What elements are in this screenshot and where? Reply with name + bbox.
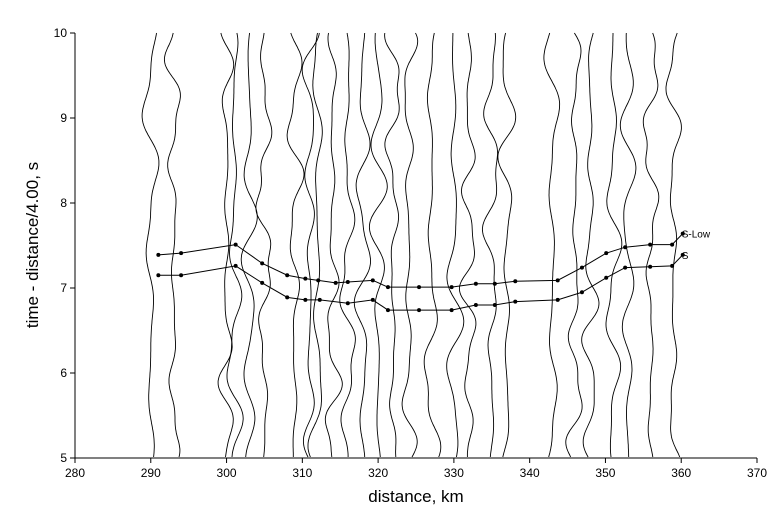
pick-point: [370, 278, 375, 283]
trace: [368, 32, 388, 458]
pick-point: [316, 278, 321, 283]
trace: [255, 32, 273, 458]
trace: [286, 32, 305, 457]
pick-point: [670, 242, 675, 247]
pick-point: [417, 285, 422, 290]
pick-point: [303, 276, 308, 281]
pick-point: [417, 308, 422, 313]
pick-point: [385, 285, 390, 290]
pick-point: [623, 265, 628, 270]
pick-point: [680, 231, 685, 236]
trace: [565, 32, 583, 458]
x-tick-label: 340: [520, 466, 540, 480]
trace: [353, 32, 371, 458]
y-tick-label: 8: [60, 196, 67, 210]
pick-point: [345, 301, 350, 306]
y-tick-label: 10: [54, 26, 68, 40]
trace: [339, 32, 356, 457]
pick-point: [604, 275, 609, 280]
y-tick-label: 7: [60, 281, 67, 295]
trace: [481, 32, 499, 458]
y-tick-label: 6: [60, 366, 67, 380]
pick-point: [555, 278, 560, 283]
pick-point: [680, 252, 685, 257]
trace: [619, 32, 637, 458]
pick-point: [233, 242, 238, 247]
pick-point: [579, 265, 584, 270]
x-tick-label: 300: [217, 466, 237, 480]
y-tick-label: 5: [60, 451, 67, 465]
pick-point: [385, 308, 390, 313]
x-tick-label: 320: [368, 466, 388, 480]
pick-point: [513, 299, 518, 304]
x-tick-label: 280: [65, 466, 85, 480]
pick-point: [449, 308, 454, 313]
pick-line: [158, 254, 684, 311]
pick-point: [303, 297, 308, 302]
pick-point: [156, 273, 161, 278]
trace: [581, 32, 600, 458]
trace: [240, 32, 258, 458]
pick-point: [492, 281, 497, 286]
y-axis-label: time - distance/4.00, s: [23, 162, 42, 328]
trace: [384, 32, 400, 458]
trace: [301, 32, 320, 458]
x-tick-label: 360: [671, 466, 691, 480]
y-tick-label: 9: [60, 111, 67, 125]
pick-point: [492, 303, 497, 307]
trace: [497, 32, 517, 458]
pick-point: [449, 285, 454, 290]
pick-point: [317, 297, 322, 302]
series-label: S-Low: [682, 230, 711, 241]
pick-point: [179, 251, 184, 256]
trace: [307, 32, 323, 458]
pick-point: [333, 280, 338, 285]
trace: [163, 32, 181, 458]
x-tick-label: 310: [292, 466, 312, 480]
trace: [423, 32, 442, 458]
trace: [543, 32, 561, 458]
trace: [665, 32, 682, 458]
x-axis-label: distance, km: [368, 487, 463, 506]
trace: [401, 32, 419, 458]
trace: [141, 32, 160, 458]
x-tick-label: 370: [747, 466, 767, 480]
pick-point: [623, 245, 628, 250]
pick-point: [345, 280, 350, 285]
pick-point: [233, 263, 238, 268]
pick-point: [285, 295, 290, 300]
pick-point: [648, 264, 653, 269]
pick-point: [513, 279, 518, 284]
trace: [446, 33, 465, 458]
pick-point: [604, 251, 609, 256]
pick-point: [473, 303, 478, 307]
pick-point: [179, 273, 184, 278]
pick-point: [156, 252, 161, 257]
pick-point: [670, 263, 675, 268]
x-tick-label: 330: [444, 466, 464, 480]
series-label: S: [682, 251, 689, 262]
pick-point: [579, 290, 584, 295]
pick-point: [555, 297, 560, 302]
trace: [458, 32, 477, 457]
x-tick-label: 290: [141, 466, 161, 480]
pick-point: [370, 297, 375, 302]
trace: [605, 33, 623, 458]
pick-point: [473, 281, 478, 286]
trace: [217, 32, 235, 458]
pick-point: [260, 280, 265, 285]
trace: [324, 32, 343, 458]
pick-point: [260, 261, 265, 266]
x-tick-label: 350: [595, 466, 615, 480]
pick-point: [648, 242, 653, 247]
pick-point: [285, 273, 290, 278]
